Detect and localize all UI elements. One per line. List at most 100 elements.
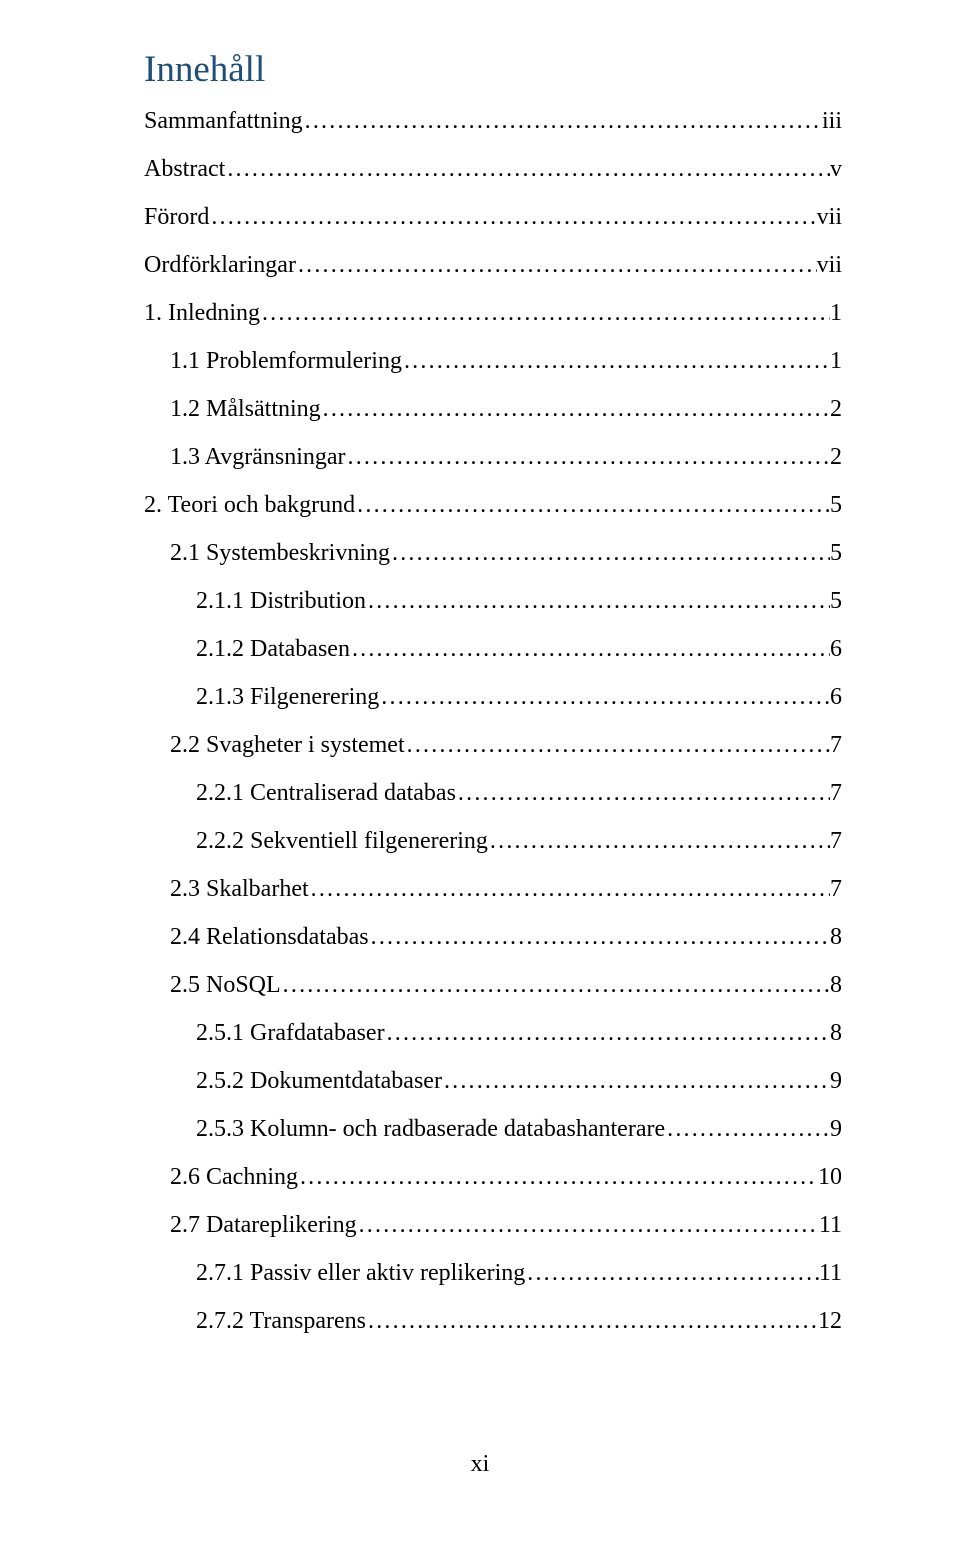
toc-entry-page: 10 (818, 1165, 842, 1189)
toc-leader-dots (309, 877, 830, 901)
toc-entry-page: 9 (830, 1069, 842, 1093)
toc-entry-label: 1.3 Avgränsningar (170, 445, 346, 469)
toc-entry-page: iii (822, 109, 842, 133)
toc-entry-page: 1 (830, 301, 842, 325)
toc-leader-dots (350, 637, 830, 661)
toc-leader-dots (260, 301, 830, 325)
toc-entry-label: Ordförklaringar (144, 253, 296, 277)
toc-entry-page: 7 (830, 829, 842, 853)
toc-entry: 2.5 NoSQL 8 (144, 973, 842, 997)
toc-leader-dots (296, 253, 817, 277)
toc-entry-label: 1. Inledning (144, 301, 260, 325)
toc-leader-dots (402, 349, 830, 373)
toc-entry: 2.7 Datareplikering 11 (144, 1213, 842, 1237)
toc-entry: Förord vii (144, 205, 842, 229)
toc-entry-page: 6 (830, 685, 842, 709)
toc-entry-label: 1.2 Målsättning (170, 397, 321, 421)
toc-entry: Sammanfattning iii (144, 109, 842, 133)
toc-leader-dots (281, 973, 830, 997)
toc-entry-page: 5 (830, 493, 842, 517)
toc-entry-label: 2.1.1 Distribution (196, 589, 366, 613)
toc-entry-label: 2.5.1 Grafdatabaser (196, 1021, 385, 1045)
toc-entry-label: 2.1.3 Filgenerering (196, 685, 379, 709)
toc-entry-label: 2.2.2 Sekventiell filgenerering (196, 829, 488, 853)
toc-entry-label: 2.3 Skalbarhet (170, 877, 309, 901)
toc-entry-label: 2.2.1 Centraliserad databas (196, 781, 456, 805)
toc-leader-dots (225, 157, 830, 181)
toc-entry: 2.1.1 Distribution 5 (144, 589, 842, 613)
toc-heading: Innehåll (144, 48, 842, 91)
toc-leader-dots (665, 1117, 830, 1141)
toc-entry-label: 2.7 Datareplikering (170, 1213, 357, 1237)
toc-entry: 2. Teori och bakgrund 5 (144, 493, 842, 517)
toc-entry-page: 7 (830, 877, 842, 901)
toc-entry-page: 11 (819, 1213, 842, 1237)
toc-entry-page: 8 (830, 1021, 842, 1045)
toc-entry-page: 8 (830, 925, 842, 949)
toc-leader-dots (379, 685, 830, 709)
toc-entry-page: 8 (830, 973, 842, 997)
toc-entry-label: 2.7.1 Passiv eller aktiv replikering (196, 1261, 525, 1285)
toc-entry-label: 2.4 Relationsdatabas (170, 925, 369, 949)
toc-entry: 2.2.2 Sekventiell filgenerering 7 (144, 829, 842, 853)
toc-entry-page: 9 (830, 1117, 842, 1141)
toc-leader-dots (405, 733, 830, 757)
toc-entry: Abstract v (144, 157, 842, 181)
toc-entry-page: 2 (830, 445, 842, 469)
toc-entry: 2.5.2 Dokumentdatabaser 9 (144, 1069, 842, 1093)
toc-entry: 2.6 Cachning 10 (144, 1165, 842, 1189)
toc-entry-page: 5 (830, 589, 842, 613)
toc-entry: 1.1 Problemformulering 1 (144, 349, 842, 373)
toc-entry-label: 2. Teori och bakgrund (144, 493, 355, 517)
toc-entry: 2.3 Skalbarhet 7 (144, 877, 842, 901)
toc-leader-dots (298, 1165, 818, 1189)
toc-leader-dots (366, 589, 830, 613)
toc-leader-dots (390, 541, 830, 565)
toc-entry-page: 1 (830, 349, 842, 373)
toc-entry: 2.5.3 Kolumn- och radbaserade databashan… (144, 1117, 842, 1141)
toc-entry: 2.1.3 Filgenerering 6 (144, 685, 842, 709)
toc-entry: 2.1.2 Databasen 6 (144, 637, 842, 661)
toc-entry-label: Förord (144, 205, 209, 229)
toc-leader-dots (488, 829, 830, 853)
toc-entry-page: 11 (819, 1261, 842, 1285)
toc-entry: 2.5.1 Grafdatabaser 8 (144, 1021, 842, 1045)
toc-entry-label: 2.1 Systembeskrivning (170, 541, 390, 565)
toc-entry: 1.2 Målsättning 2 (144, 397, 842, 421)
toc-leader-dots (321, 397, 830, 421)
toc-leader-dots (303, 109, 822, 133)
toc-leader-dots (369, 925, 830, 949)
toc-leader-dots (355, 493, 830, 517)
toc-entry: 2.1 Systembeskrivning 5 (144, 541, 842, 565)
toc-entry-page: 7 (830, 733, 842, 757)
toc-entry-page: 6 (830, 637, 842, 661)
toc-entry: 1. Inledning 1 (144, 301, 842, 325)
toc-entry-label: 2.5.2 Dokumentdatabaser (196, 1069, 442, 1093)
toc-entry: 2.2.1 Centraliserad databas 7 (144, 781, 842, 805)
toc-entry-label: Abstract (144, 157, 225, 181)
table-of-contents: Sammanfattning iiiAbstract vFörord viiOr… (144, 109, 842, 1333)
toc-entry-label: 1.1 Problemformulering (170, 349, 402, 373)
toc-entry-page: 7 (830, 781, 842, 805)
toc-entry-page: vii (817, 253, 842, 277)
toc-entry-page: 5 (830, 541, 842, 565)
toc-entry-label: 2.1.2 Databasen (196, 637, 350, 661)
toc-entry: Ordförklaringar vii (144, 253, 842, 277)
toc-entry-page: 2 (830, 397, 842, 421)
toc-entry-page: 12 (818, 1309, 842, 1333)
toc-entry-label: 2.7.2 Transparens (196, 1309, 366, 1333)
toc-entry-label: 2.5 NoSQL (170, 973, 281, 997)
toc-leader-dots (456, 781, 830, 805)
toc-leader-dots (442, 1069, 830, 1093)
toc-entry: 1.3 Avgränsningar 2 (144, 445, 842, 469)
toc-leader-dots (357, 1213, 819, 1237)
toc-leader-dots (209, 205, 816, 229)
toc-entry: 2.2 Svagheter i systemet 7 (144, 733, 842, 757)
toc-entry-page: vii (817, 205, 842, 229)
toc-entry-page: v (830, 157, 842, 181)
toc-entry-label: 2.2 Svagheter i systemet (170, 733, 405, 757)
toc-entry-label: 2.5.3 Kolumn- och radbaserade databashan… (196, 1117, 665, 1141)
toc-leader-dots (525, 1261, 819, 1285)
toc-leader-dots (366, 1309, 818, 1333)
page-number: xi (0, 1451, 960, 1478)
